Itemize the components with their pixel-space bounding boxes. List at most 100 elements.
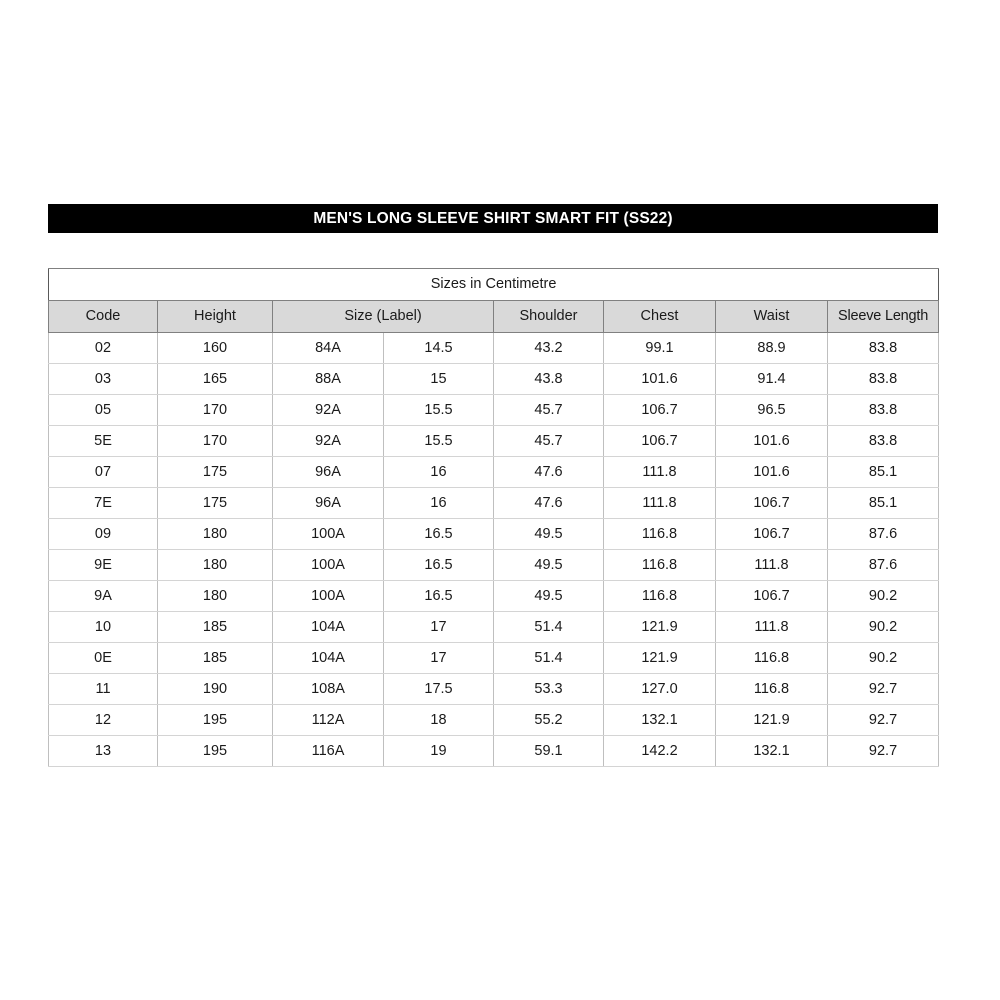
cell-sleeve_length: 83.8 [826, 363, 940, 395]
cell-shoulder: 51.4 [493, 642, 604, 674]
table-body: 02 160 84A 14.5 43.2 99.1 88.9 83.8 03 165 88A 15 43… [48, 332, 940, 767]
cell-code: 03 [48, 363, 158, 395]
cell-code: 09 [48, 518, 158, 550]
cell-waist: 111.8 [715, 611, 828, 643]
cell-height: 190 [157, 673, 273, 705]
cell-size_collar: 18 [383, 704, 494, 736]
cell-height: 165 [157, 363, 273, 395]
cell-shoulder: 43.8 [493, 363, 604, 395]
cell-size_collar: 16.5 [383, 549, 494, 581]
cell-waist: 116.8 [715, 673, 828, 705]
cell-size_label: 104A [272, 611, 384, 643]
cell-code: 7E [48, 487, 158, 519]
cell-code: 02 [48, 332, 158, 364]
cell-code: 07 [48, 456, 158, 488]
cell-size_collar: 19 [383, 735, 494, 767]
cell-height: 180 [157, 580, 273, 612]
table-row: 02 160 84A 14.5 43.2 99.1 88.9 83.8 [48, 332, 940, 364]
cell-waist: 91.4 [715, 363, 828, 395]
cell-sleeve_length: 92.7 [826, 704, 940, 736]
cell-size_collar: 16.5 [383, 518, 494, 550]
cell-height: 160 [157, 332, 273, 364]
cell-waist: 106.7 [715, 580, 828, 612]
cell-code: 11 [48, 673, 158, 705]
cell-shoulder: 53.3 [493, 673, 604, 705]
table-row: 9A 180 100A 16.5 49.5 116.8 106.7 90.2 [48, 580, 940, 612]
column-header-sleeve-length: Sleeve Length [826, 300, 940, 333]
table-row: 10 185 104A 17 51.4 121.9 111.8 90.2 [48, 611, 940, 643]
column-header-code: Code [48, 300, 158, 333]
cell-shoulder: 47.6 [493, 456, 604, 488]
cell-size_label: 100A [272, 518, 384, 550]
column-header-height: Height [157, 300, 273, 333]
cell-waist: 101.6 [715, 456, 828, 488]
table-row: 9E 180 100A 16.5 49.5 116.8 111.8 87.6 [48, 549, 940, 581]
cell-size_collar: 15.5 [383, 425, 494, 457]
cell-size_label: 84A [272, 332, 384, 364]
cell-shoulder: 49.5 [493, 549, 604, 581]
cell-chest: 111.8 [603, 487, 716, 519]
cell-size_label: 112A [272, 704, 384, 736]
table-row: 03 165 88A 15 43.8 101.6 91.4 83.8 [48, 363, 940, 395]
cell-size_label: 92A [272, 394, 384, 426]
cell-size_label: 116A [272, 735, 384, 767]
cell-sleeve_length: 83.8 [826, 332, 940, 364]
cell-chest: 106.7 [603, 394, 716, 426]
cell-shoulder: 55.2 [493, 704, 604, 736]
cell-sleeve_length: 87.6 [826, 518, 940, 550]
size-table: Sizes in Centimetre Code Height Size (La… [48, 268, 940, 767]
cell-code: 0E [48, 642, 158, 674]
cell-height: 175 [157, 456, 273, 488]
cell-code: 10 [48, 611, 158, 643]
cell-shoulder: 47.6 [493, 487, 604, 519]
table-row: 11 190 108A 17.5 53.3 127.0 116.8 92.7 [48, 673, 940, 705]
cell-sleeve_length: 85.1 [826, 487, 940, 519]
table-row: 12 195 112A 18 55.2 132.1 121.9 92.7 [48, 704, 940, 736]
cell-chest: 142.2 [603, 735, 716, 767]
units-row: Sizes in Centimetre [48, 268, 939, 301]
cell-chest: 127.0 [603, 673, 716, 705]
cell-size_label: 104A [272, 642, 384, 674]
table-row: 13 195 116A 19 59.1 142.2 132.1 92.7 [48, 735, 940, 767]
cell-waist: 96.5 [715, 394, 828, 426]
column-header-chest: Chest [603, 300, 716, 333]
cell-height: 180 [157, 549, 273, 581]
table-row: 05 170 92A 15.5 45.7 106.7 96.5 83.8 [48, 394, 940, 426]
cell-shoulder: 45.7 [493, 425, 604, 457]
cell-waist: 132.1 [715, 735, 828, 767]
column-header-row: Code Height Size (Label) Shoulder Chest … [48, 300, 940, 333]
column-header-shoulder: Shoulder [493, 300, 604, 333]
cell-waist: 106.7 [715, 518, 828, 550]
cell-size_collar: 17 [383, 611, 494, 643]
cell-chest: 106.7 [603, 425, 716, 457]
cell-waist: 106.7 [715, 487, 828, 519]
table-head: Sizes in Centimetre Code Height Size (La… [48, 268, 940, 333]
cell-size_label: 100A [272, 580, 384, 612]
size-table-container: Sizes in Centimetre Code Height Size (La… [48, 268, 940, 767]
cell-shoulder: 49.5 [493, 580, 604, 612]
cell-size_collar: 15 [383, 363, 494, 395]
cell-waist: 101.6 [715, 425, 828, 457]
cell-chest: 132.1 [603, 704, 716, 736]
cell-chest: 116.8 [603, 580, 716, 612]
cell-shoulder: 49.5 [493, 518, 604, 550]
cell-waist: 116.8 [715, 642, 828, 674]
column-header-size-label: Size (Label) [272, 300, 494, 333]
cell-code: 9E [48, 549, 158, 581]
table-row: 7E 175 96A 16 47.6 111.8 106.7 85.1 [48, 487, 940, 519]
cell-size_label: 96A [272, 487, 384, 519]
cell-height: 195 [157, 735, 273, 767]
cell-chest: 99.1 [603, 332, 716, 364]
cell-sleeve_length: 90.2 [826, 611, 940, 643]
cell-size_collar: 14.5 [383, 332, 494, 364]
cell-size_collar: 16.5 [383, 580, 494, 612]
table-row: 07 175 96A 16 47.6 111.8 101.6 85.1 [48, 456, 940, 488]
cell-waist: 121.9 [715, 704, 828, 736]
cell-size_label: 88A [272, 363, 384, 395]
cell-code: 05 [48, 394, 158, 426]
cell-size_collar: 16 [383, 456, 494, 488]
cell-sleeve_length: 90.2 [826, 642, 940, 674]
cell-height: 185 [157, 611, 273, 643]
cell-sleeve_length: 83.8 [826, 425, 940, 457]
